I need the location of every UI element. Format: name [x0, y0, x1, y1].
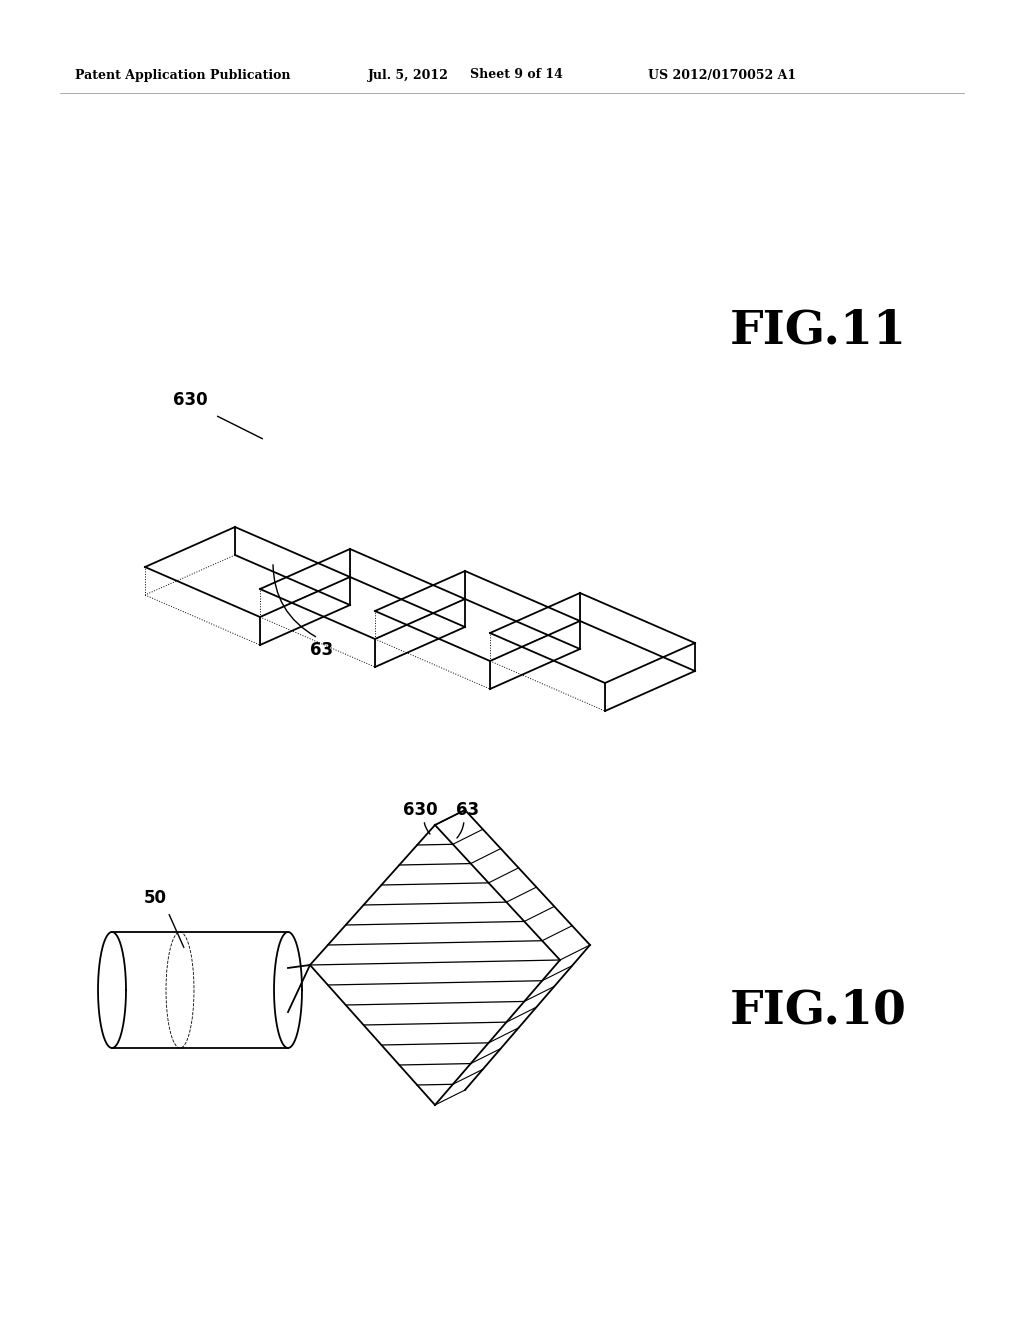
Text: FIG.11: FIG.11 — [730, 308, 907, 352]
Text: 630: 630 — [173, 391, 207, 409]
Text: 63: 63 — [310, 642, 334, 659]
Text: FIG.10: FIG.10 — [730, 987, 907, 1034]
Text: US 2012/0170052 A1: US 2012/0170052 A1 — [648, 69, 796, 82]
Text: Patent Application Publication: Patent Application Publication — [75, 69, 291, 82]
Text: 63: 63 — [457, 801, 479, 818]
Text: Jul. 5, 2012: Jul. 5, 2012 — [368, 69, 449, 82]
Text: 630: 630 — [402, 801, 437, 818]
Text: 50: 50 — [143, 888, 167, 907]
Text: Sheet 9 of 14: Sheet 9 of 14 — [470, 69, 563, 82]
